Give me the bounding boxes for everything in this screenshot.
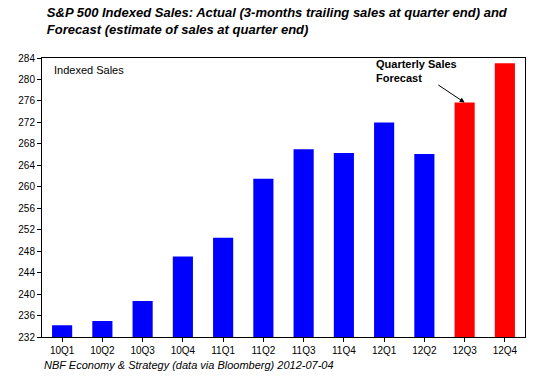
svg-text:11Q3: 11Q3 bbox=[292, 345, 316, 356]
svg-text:10Q1: 10Q1 bbox=[50, 345, 75, 356]
svg-text:S&P 500 Indexed Sales: Actual: S&P 500 Indexed Sales: Actual (3-months … bbox=[47, 5, 508, 37]
svg-text:11Q4: 11Q4 bbox=[332, 345, 356, 356]
svg-text:Quarterly SalesForecast: Quarterly SalesForecast bbox=[376, 58, 457, 84]
svg-text:272: 272 bbox=[18, 117, 35, 128]
svg-text:12Q1: 12Q1 bbox=[372, 345, 397, 356]
svg-text:248: 248 bbox=[18, 246, 35, 257]
svg-text:10Q2: 10Q2 bbox=[90, 345, 115, 356]
svg-text:NBF Economy & Strategy (data v: NBF Economy & Strategy (data via Bloombe… bbox=[44, 359, 334, 371]
svg-text:264: 264 bbox=[18, 160, 35, 171]
svg-text:240: 240 bbox=[18, 289, 35, 300]
svg-text:Indexed Sales: Indexed Sales bbox=[54, 64, 124, 76]
svg-text:11Q2: 11Q2 bbox=[252, 345, 276, 356]
svg-text:260: 260 bbox=[18, 181, 35, 192]
svg-text:244: 244 bbox=[18, 267, 35, 278]
svg-text:12Q3: 12Q3 bbox=[452, 345, 477, 356]
svg-text:276: 276 bbox=[18, 95, 35, 106]
svg-text:252: 252 bbox=[18, 224, 35, 235]
svg-text:11Q1: 11Q1 bbox=[211, 345, 235, 356]
svg-text:268: 268 bbox=[18, 138, 35, 149]
svg-text:10Q3: 10Q3 bbox=[130, 345, 155, 356]
svg-text:284: 284 bbox=[18, 53, 35, 64]
svg-text:236: 236 bbox=[18, 310, 35, 321]
svg-text:232: 232 bbox=[18, 332, 35, 343]
svg-text:12Q2: 12Q2 bbox=[412, 345, 437, 356]
svg-text:256: 256 bbox=[18, 203, 35, 214]
svg-text:10Q4: 10Q4 bbox=[171, 345, 196, 356]
svg-text:280: 280 bbox=[18, 74, 35, 85]
svg-text:12Q4: 12Q4 bbox=[493, 345, 518, 356]
